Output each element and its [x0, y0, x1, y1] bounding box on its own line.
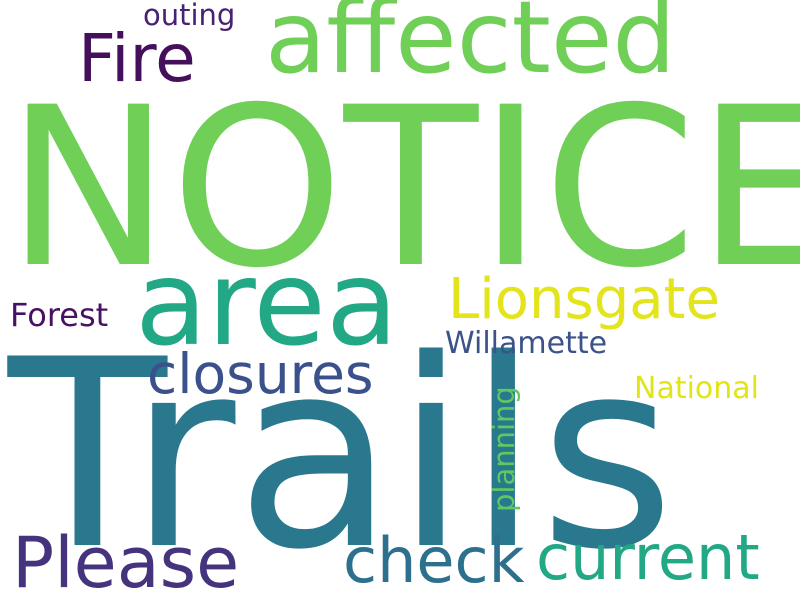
word-notice: NOTICE [6, 60, 800, 316]
word-planning: planning [487, 386, 521, 512]
word-fire: Fire [78, 20, 196, 97]
word-closures: closures [147, 342, 374, 406]
word-trails: Trails [8, 305, 675, 600]
word-willamette: Willamette [445, 326, 608, 361]
word-area: area [135, 234, 399, 372]
word-current: current [536, 521, 760, 594]
word-please: Please [12, 522, 240, 600]
word-lionsgate: Lionsgate [448, 267, 720, 332]
word-check: check [343, 524, 525, 597]
word-forest: Forest [10, 296, 109, 334]
word-affected: affected [265, 0, 676, 96]
word-outing: outing [143, 0, 236, 32]
word-national: National [634, 371, 760, 406]
